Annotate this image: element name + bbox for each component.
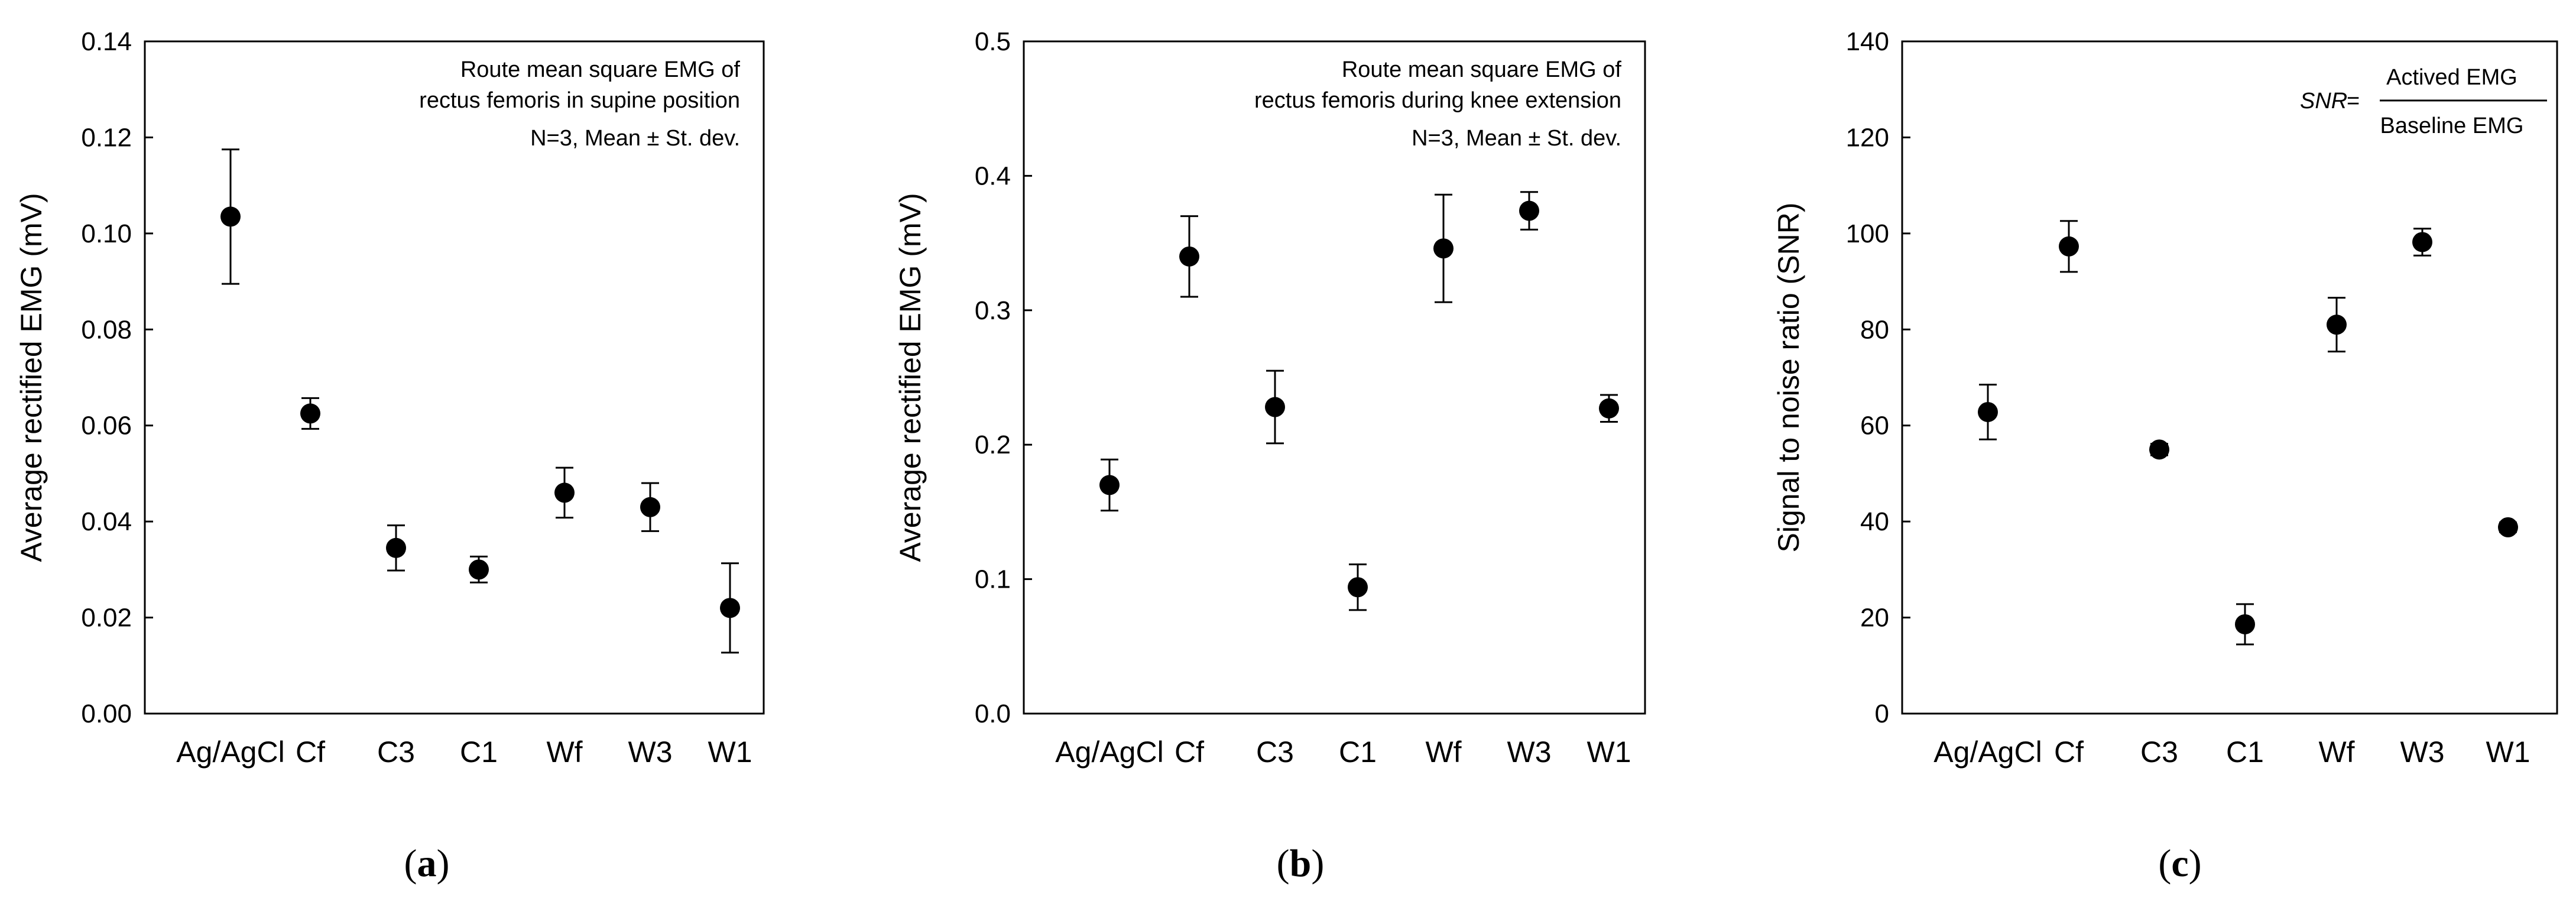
- x-tick-label: Cf: [2054, 735, 2084, 769]
- panel-caption-letter: a: [417, 842, 437, 885]
- chart-panel-a: 0.00 0.02 0.04 0.06 0.08 0.10 0.12 0.14 Average …: [15, 27, 765, 885]
- panel-caption: (c): [2158, 842, 2201, 885]
- data-point: [1978, 401, 1998, 422]
- plot-frame: [144, 40, 765, 715]
- y-axis-label: Average rectified EMG (mV): [15, 193, 48, 562]
- y-tick-label: 140: [1846, 27, 1889, 56]
- panel-caption-paren: (: [1277, 842, 1290, 885]
- panel-caption-letter: c: [2171, 842, 2188, 885]
- data-point: [469, 559, 489, 580]
- data-point: [1265, 397, 1285, 417]
- y-tick-label: 0.1: [975, 565, 1011, 594]
- x-tick-label: Ag/AgCl: [1933, 735, 2042, 769]
- panel-caption-paren: ): [437, 842, 450, 885]
- formula-equals: =: [2347, 89, 2360, 114]
- x-tick-label: Ag/AgCl: [176, 735, 284, 769]
- x-tick-label: C1: [1339, 735, 1377, 769]
- y-tick-label: 120: [1846, 123, 1889, 152]
- y-tick-label: 0.2: [975, 430, 1011, 459]
- data-point: [2235, 614, 2255, 634]
- y-tick-label: 0.5: [975, 27, 1011, 56]
- data-point: [720, 598, 740, 618]
- y-tick-label: 0.12: [81, 123, 132, 152]
- panel-caption-letter: b: [1290, 842, 1312, 885]
- y-tick-label: 0.0: [975, 699, 1011, 728]
- x-tick-label: W1: [708, 735, 752, 769]
- y-tick-label: 80: [1860, 315, 1889, 344]
- data-point: [1179, 246, 1199, 267]
- y-tick-label: 0.04: [81, 507, 132, 536]
- data-point: [1099, 475, 1120, 495]
- x-tick-label: Wf: [2318, 735, 2354, 769]
- plot-frame: [1901, 40, 2558, 715]
- annotation-text: Route mean square EMG of: [1342, 57, 1622, 82]
- x-tick-label: Wf: [1425, 735, 1461, 769]
- y-tick-label: 0.08: [81, 315, 132, 344]
- panel-caption-paren: ): [1311, 842, 1324, 885]
- data-point: [1519, 200, 1539, 221]
- x-tick-label: W3: [2400, 735, 2445, 769]
- data-point: [300, 403, 320, 424]
- annotation-text: rectus femoris during knee extension: [1254, 88, 1621, 113]
- y-tick-label: 0: [1875, 699, 1889, 728]
- data-point: [386, 537, 406, 558]
- panel-caption-paren: ): [2189, 842, 2202, 885]
- y-tick-label: 0.02: [81, 604, 132, 633]
- x-tick-label: C3: [1256, 735, 1294, 769]
- x-tick-label: W3: [1507, 735, 1552, 769]
- x-tick-label: Ag/AgCl: [1055, 735, 1163, 769]
- x-tick-label: Cf: [1175, 735, 1204, 769]
- y-tick-label: 0.3: [975, 296, 1011, 325]
- annotation-text: rectus femoris in supine position: [419, 88, 740, 113]
- formula-denominator: Baseline EMG: [2380, 114, 2524, 138]
- x-tick-label: W3: [628, 735, 673, 769]
- y-tick-label: 40: [1860, 507, 1889, 536]
- data-point: [220, 206, 241, 227]
- data-point: [2059, 236, 2079, 257]
- chart-panel-c: 0 20 40 60 80 100 120 140 Signal to noise ratio …: [1772, 27, 2558, 885]
- y-tick-label: 100: [1846, 219, 1889, 248]
- x-tick-label: C1: [2226, 735, 2264, 769]
- y-tick-label: 0.14: [81, 27, 132, 56]
- panel-caption: (a): [404, 842, 450, 885]
- x-tick-label: W1: [1587, 735, 1631, 769]
- y-axis-label: Average rectified EMG (mV): [894, 193, 927, 562]
- y-tick-label: 0.4: [975, 161, 1011, 190]
- x-tick-label: C3: [377, 735, 415, 769]
- data-point: [2149, 439, 2169, 460]
- y-tick-label: 0.10: [81, 219, 132, 248]
- data-point: [1599, 398, 1619, 419]
- chart-panel-b: 0.0 0.1 0.2 0.3 0.4 0.5 Average rectified EMG …: [894, 27, 1646, 885]
- annotation-text: N=3, Mean ± St. dev.: [530, 126, 740, 151]
- data-point: [2498, 517, 2518, 537]
- data-point: [2412, 232, 2432, 252]
- annotation-text: N=3, Mean ± St. dev.: [1412, 126, 1621, 151]
- data-point: [640, 497, 660, 517]
- formula-lhs: SNR: [2300, 89, 2347, 114]
- data-point: [1348, 577, 1368, 598]
- panel-caption-paren: (: [404, 842, 417, 885]
- data-point: [1433, 238, 1454, 259]
- data-point: [554, 482, 575, 503]
- y-tick-label: 60: [1860, 411, 1889, 440]
- plot-frame: [1023, 40, 1646, 715]
- x-tick-label: C3: [2140, 735, 2178, 769]
- panel-caption-paren: (: [2158, 842, 2171, 885]
- x-tick-label: Cf: [296, 735, 325, 769]
- y-tick-label: 0.06: [81, 411, 132, 440]
- y-tick-label: 0.00: [81, 699, 132, 728]
- annotation-text: Route mean square EMG of: [460, 57, 741, 82]
- x-tick-label: Wf: [546, 735, 582, 769]
- x-tick-label: C1: [460, 735, 498, 769]
- panel-caption: (b): [1277, 842, 1325, 885]
- y-tick-label: 20: [1860, 604, 1889, 633]
- x-tick-label: W1: [2486, 735, 2530, 769]
- y-axis-label: Signal to noise ratio (SNR): [1772, 203, 1805, 553]
- data-point: [2327, 315, 2347, 335]
- formula-numerator: Actived EMG: [2386, 65, 2517, 90]
